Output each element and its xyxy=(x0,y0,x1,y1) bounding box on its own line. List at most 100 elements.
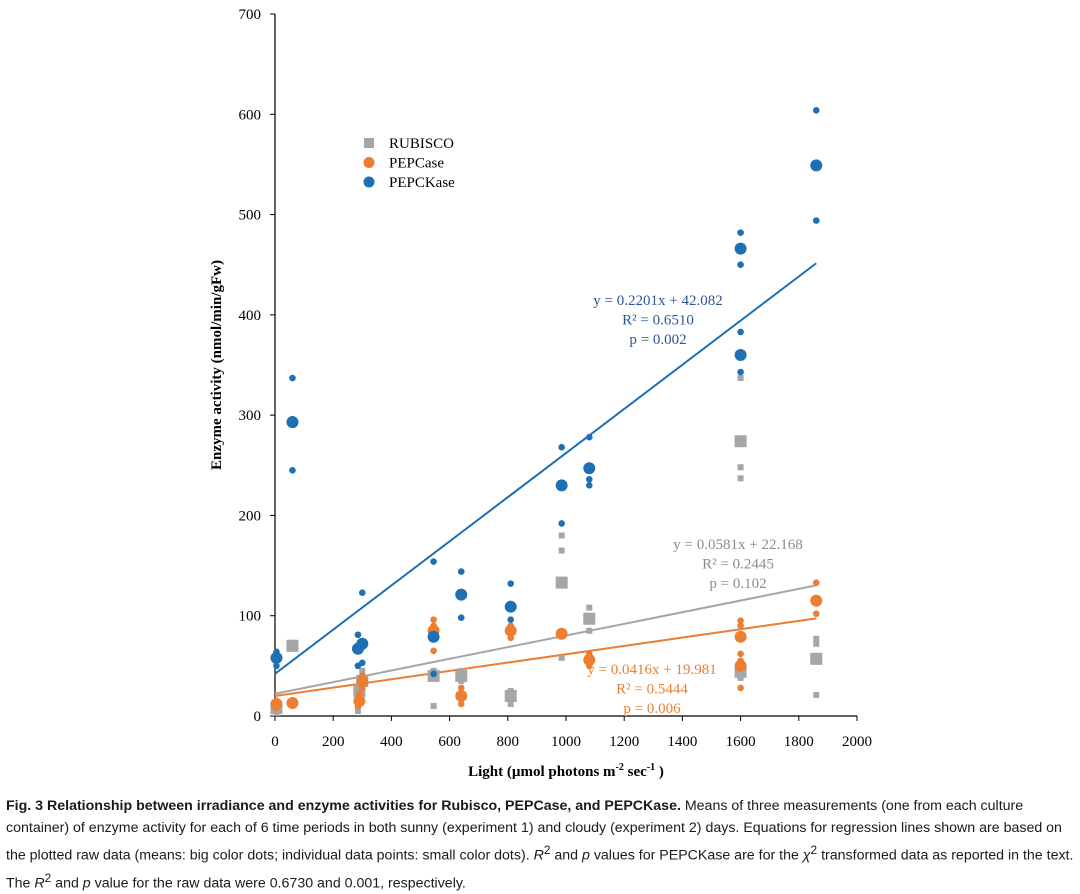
rubisco-mean xyxy=(810,652,823,665)
x-axis-title: Light (µmol photons m-2 sec-1 ) xyxy=(468,762,664,780)
pepckase-point xyxy=(812,106,820,114)
legend-marker-rubisco xyxy=(364,138,374,148)
pepckase-point xyxy=(558,520,565,527)
y-tick-label: 400 xyxy=(239,308,262,324)
rubisco-point xyxy=(558,532,565,539)
pepckase-point xyxy=(558,443,565,451)
regression-equations: y = 0.0581x + 22.168 R² = 0.2445 p = 0.102… xyxy=(587,293,802,717)
pepckase-point xyxy=(430,670,437,678)
pepcase-mean xyxy=(504,624,517,637)
pepcase-mean xyxy=(353,694,366,707)
rubisco-r2-label: R² = 0.2445 xyxy=(702,557,774,573)
pepckase-point xyxy=(585,482,593,489)
legend-label-pepckase: PEPCKase xyxy=(389,175,455,191)
y-tick-label: 500 xyxy=(239,208,262,224)
rubisco-point xyxy=(737,375,744,382)
pepckase-point xyxy=(507,616,515,624)
rubisco-point xyxy=(430,702,437,709)
pepcase-point xyxy=(812,610,820,618)
pepckase-mean xyxy=(583,462,596,475)
rubisco-point xyxy=(359,667,366,674)
scatter-chart: 0 200 400 600 800 1000 1200 1400 1600 1800 2000 0 1… xyxy=(209,7,872,780)
x-tick-label: 1400 xyxy=(667,734,697,750)
y-tick-label: 200 xyxy=(239,508,262,524)
pepckase-point xyxy=(359,589,366,596)
rubisco-mean xyxy=(286,639,299,652)
pepckase-point xyxy=(457,614,465,622)
pepcase-equation: y = 0.0416x + 19.981 xyxy=(587,662,716,678)
y-tick-label: 300 xyxy=(239,408,262,424)
pepcase-point xyxy=(737,650,744,658)
caption-chi-symbol: χ xyxy=(802,847,811,864)
x-tick-label: 200 xyxy=(322,734,345,750)
pepckase-mean xyxy=(427,630,440,643)
y-tick-label: 100 xyxy=(239,609,262,625)
caption-title: Fig. 3 Relationship between irradiance a… xyxy=(6,798,681,814)
pepckase-mean xyxy=(734,348,747,361)
pepcase-point xyxy=(430,647,437,655)
caption-text-3: values for PEPCKase are for the xyxy=(589,847,803,864)
rubisco-point xyxy=(507,700,514,707)
pepckase-mean xyxy=(270,651,283,664)
pepcase-mean xyxy=(734,659,747,672)
y-axis-ticks: 0 100 200 300 400 500 600 700 xyxy=(239,7,275,725)
rubisco-point xyxy=(737,464,744,471)
x-tick-label: 1000 xyxy=(551,734,581,750)
pepcase-point xyxy=(457,700,465,708)
rubisco-mean xyxy=(734,435,747,448)
rubisco-point xyxy=(558,654,565,661)
pepcase-point xyxy=(737,622,744,630)
x-tick-label: 1200 xyxy=(609,734,639,750)
rubisco-point xyxy=(737,475,744,482)
rubisco-mean xyxy=(555,576,568,589)
pepckase-point xyxy=(354,631,362,639)
rubisco-point xyxy=(586,627,593,634)
x-tick-label: 0 xyxy=(271,734,279,750)
pepcase-mean xyxy=(270,697,283,710)
rubisco-point xyxy=(354,707,361,714)
x-axis-ticks: 0 200 400 600 800 1000 1200 1400 1600 1800 2000 xyxy=(271,716,872,750)
pepckase-equation: y = 0.2201x + 42.082 xyxy=(593,293,722,309)
pepckase-point xyxy=(507,580,515,587)
pepckase-point xyxy=(430,558,437,565)
rubisco-point xyxy=(558,547,565,554)
x-tick-label: 2000 xyxy=(842,734,872,750)
legend: RUBISCO PEPCase PEPCKase xyxy=(363,136,455,191)
caption-pb-symbol: p xyxy=(82,875,91,892)
pepckase-point xyxy=(812,217,820,224)
pepckase-mean xyxy=(504,600,517,613)
caption-p-symbol: p xyxy=(581,847,590,864)
rubisco-point xyxy=(813,635,820,642)
pepckase-point xyxy=(585,476,593,483)
pepcase-mean xyxy=(734,630,747,643)
legend-label-pepcase: PEPCase xyxy=(389,156,444,172)
pepckase-mean xyxy=(734,242,747,255)
pepckase-point xyxy=(289,374,296,382)
regression-lines xyxy=(274,262,817,697)
rubisco-point xyxy=(737,674,744,681)
legend-marker-pepcase xyxy=(363,157,375,168)
figure-caption: Fig. 3 Relationship between irradiance a… xyxy=(6,795,1074,894)
pepckase-mean xyxy=(455,588,468,601)
pepckase-mean xyxy=(555,479,568,492)
pepcase-mean xyxy=(286,696,299,709)
caption-r2b-superscript: 2 xyxy=(44,870,52,885)
pepckase-point xyxy=(273,662,280,670)
rubisco-p-label: p = 0.102 xyxy=(709,576,766,592)
pepckase-point xyxy=(359,659,366,667)
pepcase-r2-label: R² = 0.5444 xyxy=(616,682,688,698)
y-tick-label: 0 xyxy=(254,709,262,725)
caption-text-6: value for the raw data were 0.6730 and 0… xyxy=(90,875,466,892)
pepcase-p-label: p = 0.006 xyxy=(623,701,681,717)
rubisco-point xyxy=(586,604,593,611)
caption-text-5: and xyxy=(51,875,83,892)
pepcase-point xyxy=(812,579,820,586)
pepckase-r2-label: R² = 0.6510 xyxy=(622,313,694,329)
pepcase-mean xyxy=(455,689,468,702)
pepcase-point xyxy=(430,616,437,624)
pepcase-mean xyxy=(583,653,596,666)
pepckase-p-label: p = 0.002 xyxy=(629,332,686,348)
pepckase-point xyxy=(737,229,744,236)
caption-r2-superscript: 2 xyxy=(543,843,551,857)
legend-label-rubisco: RUBISCO xyxy=(389,136,454,152)
